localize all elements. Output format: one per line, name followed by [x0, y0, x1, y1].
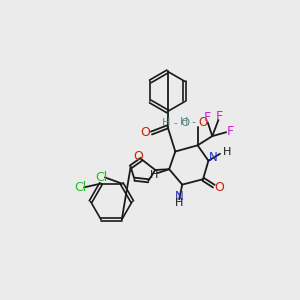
Text: Cl: Cl: [74, 181, 86, 194]
Text: O: O: [198, 116, 208, 129]
Text: O: O: [140, 126, 150, 139]
Text: H: H: [180, 117, 188, 127]
Text: H - O: H - O: [162, 118, 190, 128]
Text: Cl: Cl: [95, 171, 107, 184]
Text: H: H: [223, 147, 231, 157]
Text: F: F: [216, 110, 223, 123]
Text: O: O: [214, 181, 224, 194]
Text: H: H: [150, 169, 158, 180]
Text: O: O: [134, 150, 143, 163]
Text: N: N: [209, 151, 218, 164]
Text: -: -: [192, 117, 196, 127]
Text: H: H: [175, 198, 183, 208]
Text: F: F: [203, 111, 210, 124]
Text: F: F: [227, 125, 234, 138]
Text: N: N: [175, 190, 184, 203]
